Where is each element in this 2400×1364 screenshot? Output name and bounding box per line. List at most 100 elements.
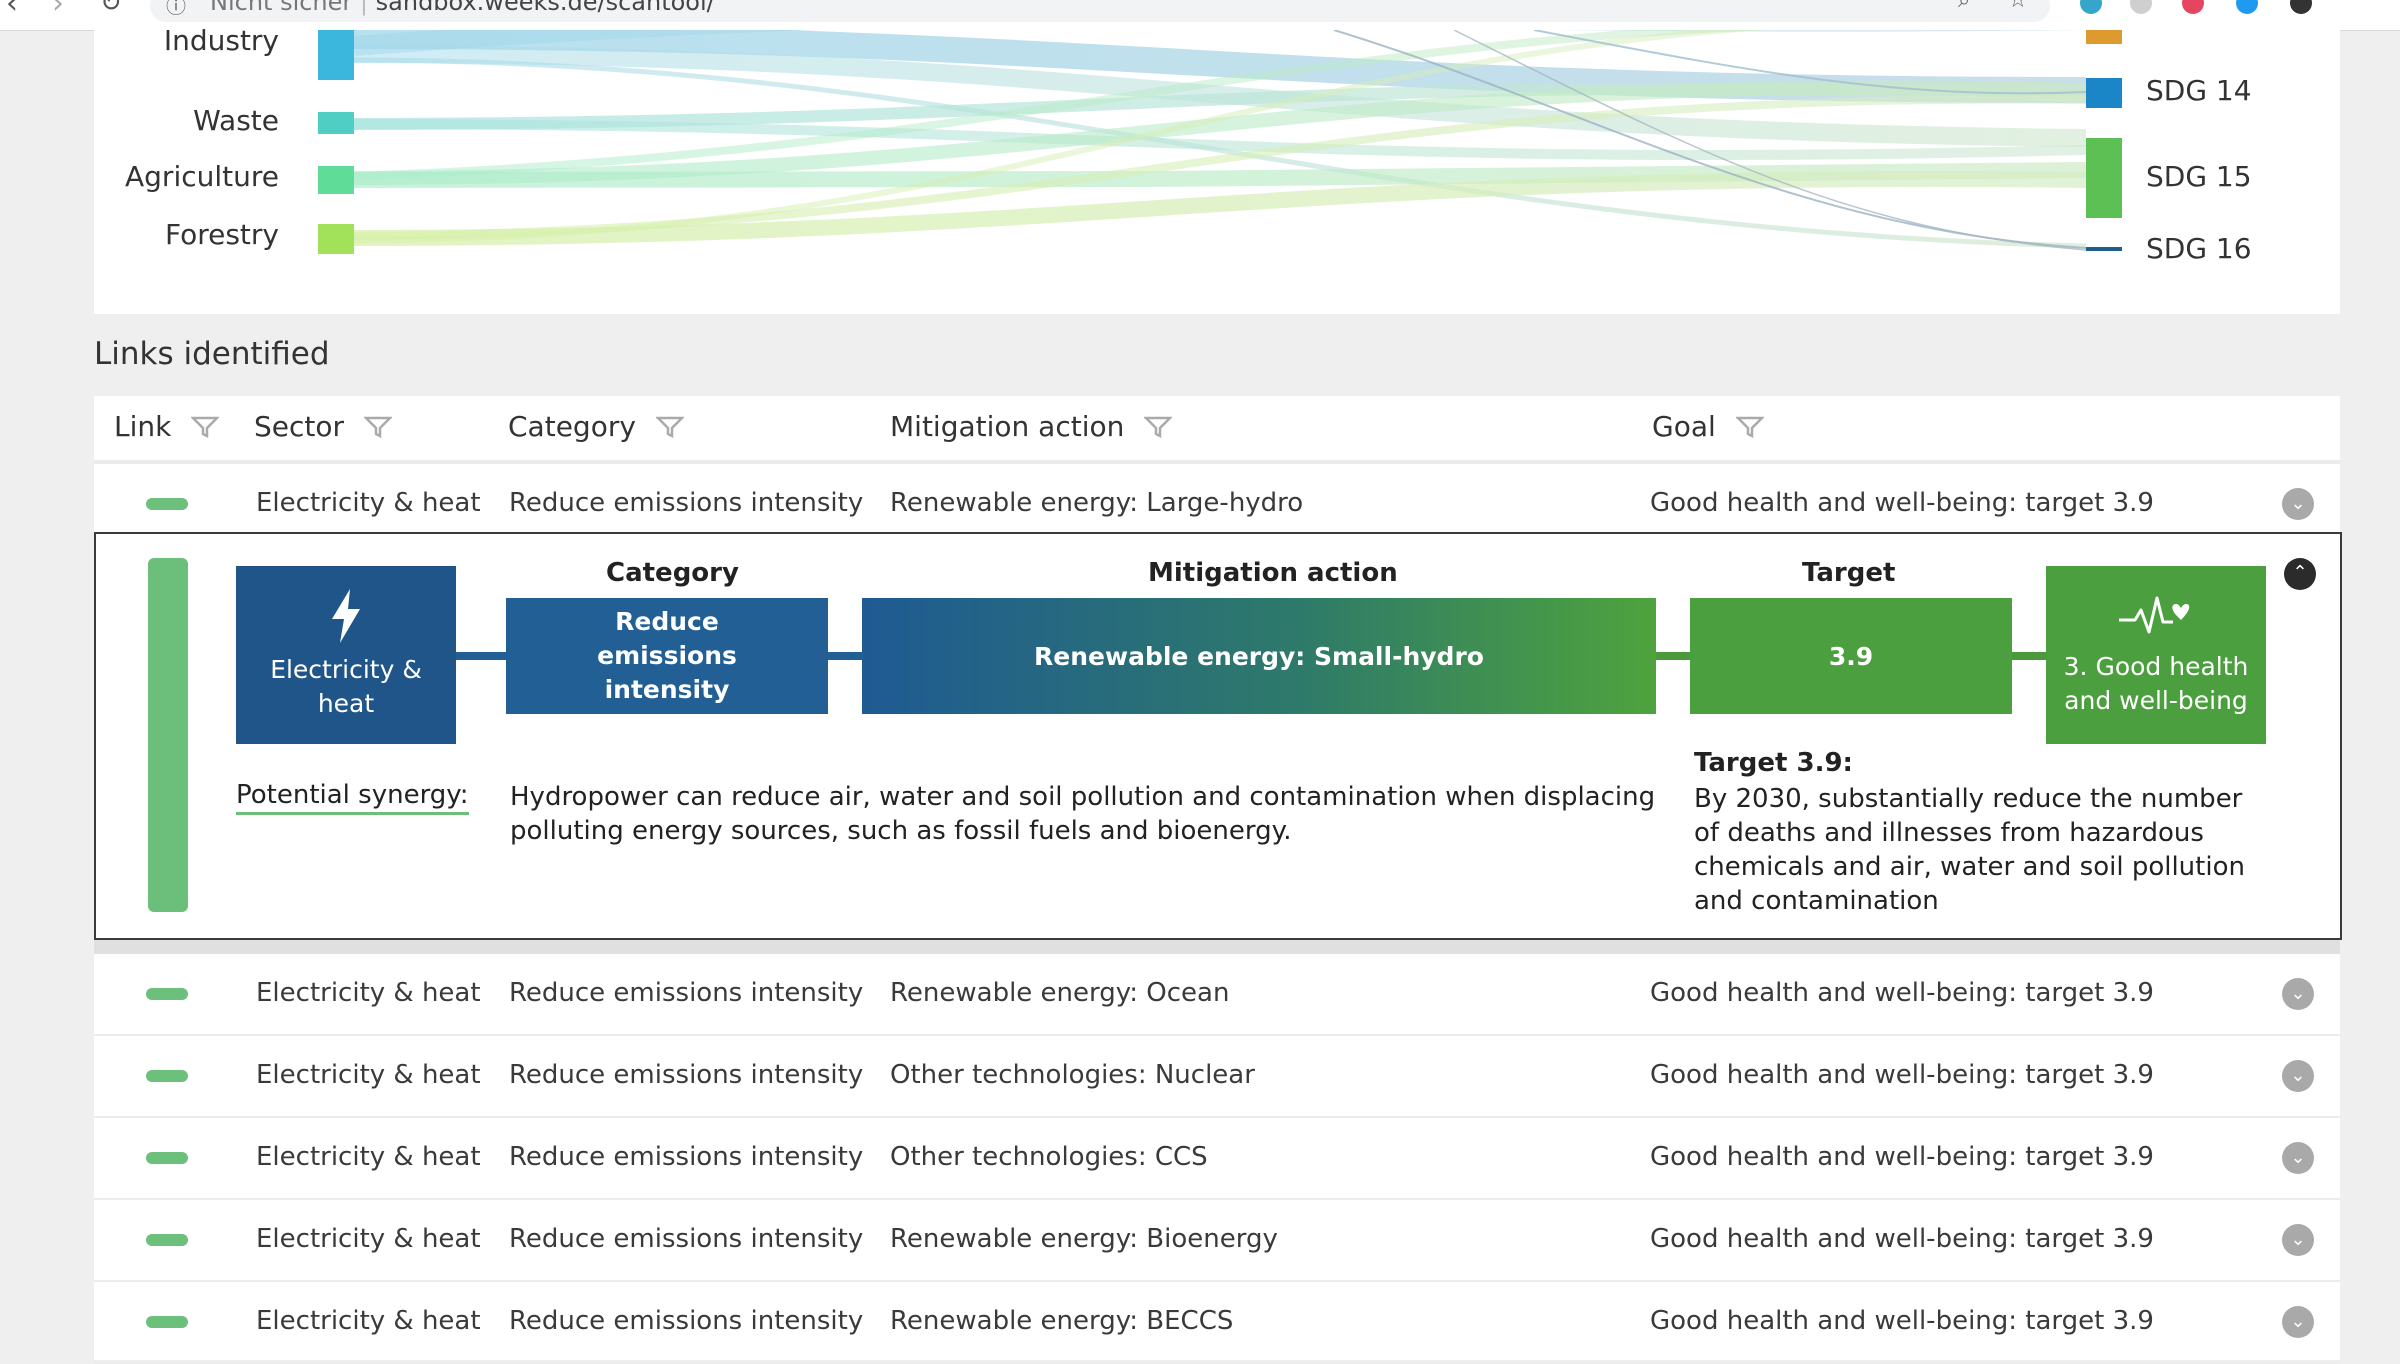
chevron-down-icon[interactable]: ⌄ — [2282, 1306, 2314, 1338]
extension-icon[interactable] — [2130, 0, 2152, 14]
cell-action: Other technologies: CCS — [890, 1142, 1208, 1172]
filter-icon[interactable] — [364, 416, 393, 438]
sankey-node-sdg16 — [2086, 247, 2122, 251]
cell-goal: Good health and well-being: target 3.9 — [1650, 1060, 2154, 1090]
flow-connector — [1656, 652, 1690, 660]
chevron-down-icon[interactable]: ⌄ — [2282, 1060, 2314, 1092]
link-indicator — [146, 498, 188, 510]
chevron-down-icon[interactable]: ⌄ — [2282, 488, 2314, 520]
flow-connector — [2012, 652, 2046, 660]
cell-action: Renewable energy: Ocean — [890, 978, 1230, 1008]
table-row[interactable]: Electricity & heat Reduce emissions inte… — [94, 954, 2340, 1036]
potential-synergy-text: Hydropower can reduce air, water and soi… — [510, 782, 1656, 846]
goal-box: 3. Good health and well-being — [2046, 566, 2266, 744]
sector-box: Electricity & heat — [236, 566, 456, 744]
address-bar[interactable] — [150, 0, 2050, 22]
column-sector[interactable]: Sector — [254, 410, 393, 443]
target-box-label: 3.9 — [1828, 641, 1874, 671]
column-label: Category — [508, 410, 636, 443]
cell-action: Other technologies: Nuclear — [890, 1060, 1255, 1090]
bookmark-star-icon[interactable]: ☆ — [2008, 0, 2028, 13]
column-label: Link — [114, 410, 172, 443]
chevron-down-icon[interactable]: ⌄ — [2282, 1142, 2314, 1174]
sankey-label-sdg14: SDG 14 — [2146, 74, 2252, 107]
info-icon[interactable]: ⓘ — [166, 0, 186, 18]
cell-goal: Good health and well-being: target 3.9 — [1650, 1306, 2154, 1336]
column-link[interactable]: Link — [114, 410, 220, 443]
chevron-down-icon[interactable]: ⌄ — [2282, 1224, 2314, 1256]
filter-icon[interactable] — [1735, 416, 1764, 438]
link-indicator — [146, 1152, 188, 1164]
profile-icon[interactable] — [2290, 0, 2312, 14]
filter-icon[interactable] — [1144, 416, 1173, 438]
zoom-icon[interactable]: ⌕ — [1958, 0, 1971, 13]
sankey-panel: Industry Waste Agriculture Forestry SDG … — [94, 24, 2340, 314]
extension-icon[interactable] — [2182, 0, 2204, 14]
sankey-node-waste — [318, 112, 354, 134]
reload-icon[interactable]: ↻ — [100, 0, 122, 18]
sankey-diagram — [318, 30, 2122, 254]
filter-icon[interactable] — [191, 416, 220, 438]
column-goal[interactable]: Goal — [1652, 410, 1764, 443]
flow-connector — [456, 652, 506, 660]
detail-header-category: Category — [606, 558, 739, 588]
mitigation-action-box: Renewable energy: Small-hydro — [862, 598, 1656, 714]
cell-action: Renewable energy: Large-hydro — [890, 488, 1304, 518]
sankey-label-industry: Industry — [163, 24, 279, 57]
table-row[interactable]: Electricity & heat Reduce emissions inte… — [94, 1118, 2340, 1200]
detail-header-target: Target — [1802, 558, 1896, 588]
link-indicator — [146, 1234, 188, 1246]
column-label: Goal — [1652, 410, 1716, 443]
back-icon[interactable]: ‹ — [6, 0, 18, 21]
potential-synergy-label: Potential synergy: — [236, 780, 469, 815]
cell-action: Renewable energy: BECCS — [890, 1306, 1234, 1336]
extension-icon[interactable] — [2080, 0, 2102, 14]
url: sandbox.weeks.de/scantool/ — [375, 0, 715, 16]
sankey-node-forestry — [318, 224, 354, 254]
heartbeat-icon — [2119, 596, 2190, 634]
section-heading: Links identified — [94, 336, 330, 372]
chevron-up-icon[interactable]: ⌃ — [2284, 558, 2316, 590]
cell-category: Reduce emissions intensity — [509, 1142, 864, 1172]
cell-sector: Electricity & heat — [256, 1060, 481, 1090]
cell-goal: Good health and well-being: target 3.9 — [1650, 488, 2154, 518]
category-box: Reduce emissions intensity — [506, 598, 828, 714]
column-category[interactable]: Category — [508, 410, 684, 443]
sankey-node-agriculture — [318, 166, 354, 194]
sankey-node-sdg15 — [2086, 138, 2122, 218]
sankey-node-industry — [318, 30, 354, 80]
link-indicator — [146, 988, 188, 1000]
cell-action: Renewable energy: Bioenergy — [890, 1224, 1278, 1254]
filter-icon[interactable] — [655, 416, 684, 438]
table-row[interactable]: Electricity & heat Reduce emissions inte… — [94, 1036, 2340, 1118]
forward-icon[interactable]: › — [52, 0, 64, 21]
table-row[interactable]: Electricity & heat Reduce emissions inte… — [94, 1200, 2340, 1282]
cell-sector: Electricity & heat — [256, 1142, 481, 1172]
sankey-node-partial — [2086, 30, 2122, 44]
sankey-label-waste: Waste — [193, 104, 279, 137]
cell-category: Reduce emissions intensity — [509, 1060, 864, 1090]
chevron-down-icon[interactable]: ⌄ — [2282, 978, 2314, 1010]
sector-box-label: Electricity & heat — [270, 655, 422, 718]
goal-box-label: 3. Good health and well-being — [2063, 652, 2249, 715]
sankey-label-sdg15: SDG 15 — [2146, 160, 2252, 193]
sankey-label-forestry: Forestry — [164, 218, 279, 251]
cell-sector: Electricity & heat — [256, 978, 481, 1008]
cell-category: Reduce emissions intensity — [509, 488, 864, 518]
flow-connector — [828, 652, 862, 660]
cell-category: Reduce emissions intensity — [509, 1224, 864, 1254]
target-box: 3.9 — [1690, 598, 2012, 714]
link-strength-bar — [148, 558, 188, 912]
sankey-label-agriculture: Agriculture — [125, 160, 279, 193]
sankey-node-sdg14 — [2086, 78, 2122, 108]
extension-icon[interactable] — [2236, 0, 2258, 14]
detail-header-mitigation-action: Mitigation action — [1148, 558, 1398, 588]
expanded-row-detail: ⌃ Category Mitigation action Target Elec… — [94, 532, 2342, 940]
column-label: Mitigation action — [890, 410, 1125, 443]
url-text: Nicht sicher | sandbox.weeks.de/scantool… — [210, 0, 715, 16]
cell-sector: Electricity & heat — [256, 488, 481, 518]
link-indicator — [146, 1070, 188, 1082]
table-row[interactable]: Electricity & heat Reduce emissions inte… — [94, 1282, 2340, 1364]
cell-goal: Good health and well-being: target 3.9 — [1650, 1224, 2154, 1254]
column-mitigation-action[interactable]: Mitigation action — [890, 410, 1173, 443]
